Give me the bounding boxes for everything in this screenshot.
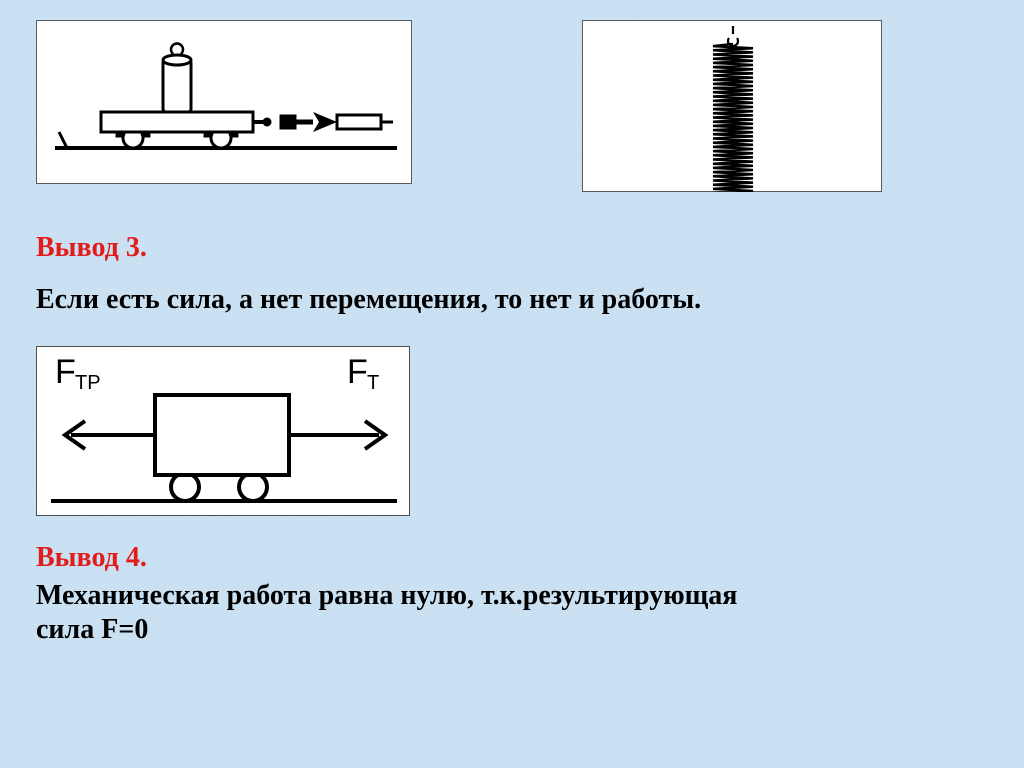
figure-spring-panel: [582, 20, 882, 192]
figure-forces-svg: F ТР F Т: [37, 347, 411, 517]
text-conclusion-3: Если есть сила, а нет перемещения, то не…: [36, 284, 988, 316]
svg-text:F: F: [347, 353, 368, 391]
text-conclusion-4-line2: сила F=0: [36, 614, 988, 646]
figure-row-top: [36, 20, 988, 192]
figure-cart-panel: [36, 20, 412, 184]
label-ftr-sub: ТР: [75, 372, 101, 394]
figure-cart-svg: [37, 20, 411, 184]
figure-spring-svg: [583, 20, 881, 192]
heading-conclusion-4: Вывод 4.: [36, 542, 988, 574]
figure-forces-wrapper: F ТР F Т: [36, 346, 988, 516]
svg-text:F: F: [55, 353, 76, 391]
figure-forces-panel: F ТР F Т: [36, 346, 410, 516]
label-ft-sub: Т: [367, 372, 379, 394]
heading-conclusion-3: Вывод 3.: [36, 232, 988, 264]
text-conclusion-4-line1: Механическая работа равна нулю, т.к.резу…: [36, 580, 988, 612]
